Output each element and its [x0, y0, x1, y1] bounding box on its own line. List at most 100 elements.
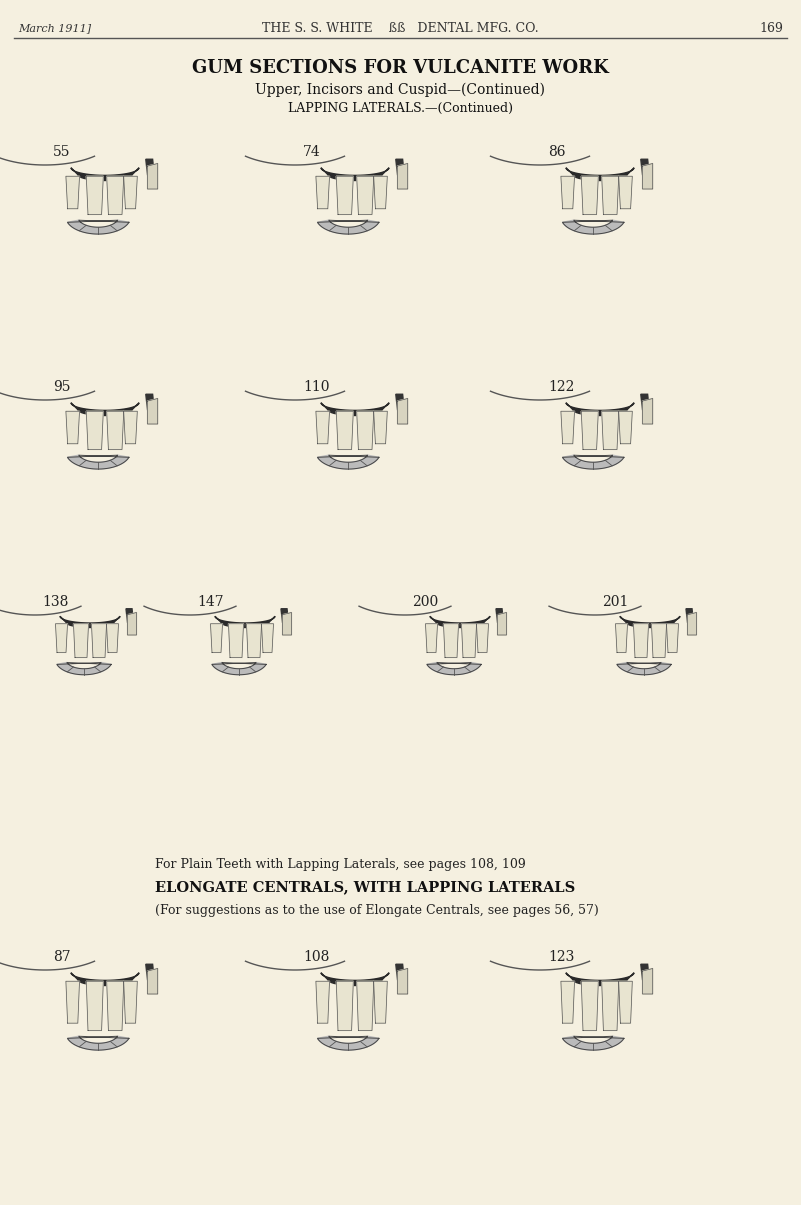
Polygon shape: [374, 981, 388, 1023]
Polygon shape: [66, 176, 79, 208]
Polygon shape: [602, 411, 618, 449]
Text: (For suggestions as to the use of Elongate Centrals, see pages 56, 57): (For suggestions as to the use of Elonga…: [155, 904, 599, 917]
Polygon shape: [215, 616, 275, 628]
Polygon shape: [397, 164, 408, 189]
Polygon shape: [618, 981, 632, 1023]
Polygon shape: [641, 964, 650, 980]
Text: 87: 87: [53, 950, 70, 964]
Polygon shape: [87, 411, 103, 449]
Text: 108: 108: [303, 950, 329, 964]
Polygon shape: [67, 221, 129, 234]
Polygon shape: [566, 167, 634, 181]
Polygon shape: [146, 159, 155, 175]
Polygon shape: [427, 663, 481, 675]
Polygon shape: [651, 624, 666, 658]
Polygon shape: [211, 624, 223, 652]
Polygon shape: [374, 411, 388, 443]
Polygon shape: [123, 411, 137, 443]
Polygon shape: [582, 411, 598, 449]
Polygon shape: [496, 609, 504, 622]
Polygon shape: [317, 455, 379, 469]
Polygon shape: [71, 167, 139, 181]
Polygon shape: [582, 176, 598, 214]
Polygon shape: [147, 969, 158, 994]
Polygon shape: [425, 624, 437, 652]
Polygon shape: [107, 411, 123, 449]
Polygon shape: [55, 624, 67, 652]
Polygon shape: [126, 609, 134, 622]
Polygon shape: [582, 981, 598, 1030]
Polygon shape: [687, 612, 697, 635]
Polygon shape: [396, 159, 405, 175]
Text: 138: 138: [42, 595, 68, 609]
Polygon shape: [317, 1036, 379, 1050]
Polygon shape: [618, 176, 632, 208]
Polygon shape: [316, 981, 329, 1023]
Polygon shape: [317, 221, 379, 234]
Polygon shape: [686, 609, 694, 622]
Polygon shape: [397, 969, 408, 994]
Polygon shape: [602, 176, 618, 214]
Polygon shape: [374, 176, 388, 208]
Polygon shape: [146, 394, 155, 410]
Text: 55: 55: [53, 145, 70, 159]
Polygon shape: [228, 624, 244, 658]
Polygon shape: [602, 981, 618, 1030]
Polygon shape: [642, 164, 653, 189]
Polygon shape: [321, 402, 389, 416]
Polygon shape: [261, 624, 273, 652]
Text: 74: 74: [303, 145, 320, 159]
Polygon shape: [123, 176, 137, 208]
Polygon shape: [87, 981, 103, 1030]
Polygon shape: [147, 399, 158, 424]
Polygon shape: [461, 624, 477, 658]
Polygon shape: [107, 624, 119, 652]
Polygon shape: [247, 624, 261, 658]
Polygon shape: [107, 981, 123, 1030]
Polygon shape: [356, 176, 374, 214]
Polygon shape: [396, 964, 405, 980]
Text: ELONGATE CENTRALS, WITH LAPPING LATERALS: ELONGATE CENTRALS, WITH LAPPING LATERALS: [155, 880, 575, 894]
Polygon shape: [397, 399, 408, 424]
Text: LAPPING LATERALS.—(Continued): LAPPING LATERALS.—(Continued): [288, 101, 513, 114]
Polygon shape: [497, 612, 506, 635]
Polygon shape: [67, 1036, 129, 1050]
Polygon shape: [561, 981, 574, 1023]
Text: 123: 123: [548, 950, 574, 964]
Text: 201: 201: [602, 595, 628, 609]
Text: THE S. S. WHITE    ßß   DENTAL MFG. CO.: THE S. S. WHITE ßß DENTAL MFG. CO.: [262, 22, 538, 35]
Polygon shape: [430, 616, 490, 628]
Polygon shape: [336, 176, 353, 214]
Text: 95: 95: [53, 380, 70, 394]
Text: 169: 169: [759, 22, 783, 35]
Text: 122: 122: [548, 380, 574, 394]
Text: Upper, Incisors and Cuspid—(Continued): Upper, Incisors and Cuspid—(Continued): [255, 83, 545, 98]
Polygon shape: [444, 624, 458, 658]
Text: GUM SECTIONS FOR VULCANITE WORK: GUM SECTIONS FOR VULCANITE WORK: [191, 59, 609, 77]
Polygon shape: [321, 167, 389, 181]
Polygon shape: [316, 411, 329, 443]
Polygon shape: [642, 969, 653, 994]
Text: 200: 200: [412, 595, 438, 609]
Polygon shape: [316, 176, 329, 208]
Polygon shape: [71, 402, 139, 416]
Polygon shape: [566, 972, 634, 986]
Polygon shape: [566, 402, 634, 416]
Polygon shape: [123, 981, 137, 1023]
Text: 110: 110: [303, 380, 329, 394]
Polygon shape: [91, 624, 107, 658]
Text: March 1911]: March 1911]: [18, 23, 91, 33]
Polygon shape: [212, 663, 266, 675]
Polygon shape: [634, 624, 649, 658]
Polygon shape: [67, 455, 129, 469]
Polygon shape: [66, 981, 79, 1023]
Polygon shape: [107, 176, 123, 214]
Polygon shape: [641, 394, 650, 410]
Polygon shape: [146, 964, 155, 980]
Polygon shape: [336, 981, 353, 1030]
Polygon shape: [356, 411, 374, 449]
Polygon shape: [562, 455, 624, 469]
Polygon shape: [561, 176, 574, 208]
Text: 147: 147: [197, 595, 223, 609]
Polygon shape: [620, 616, 680, 628]
